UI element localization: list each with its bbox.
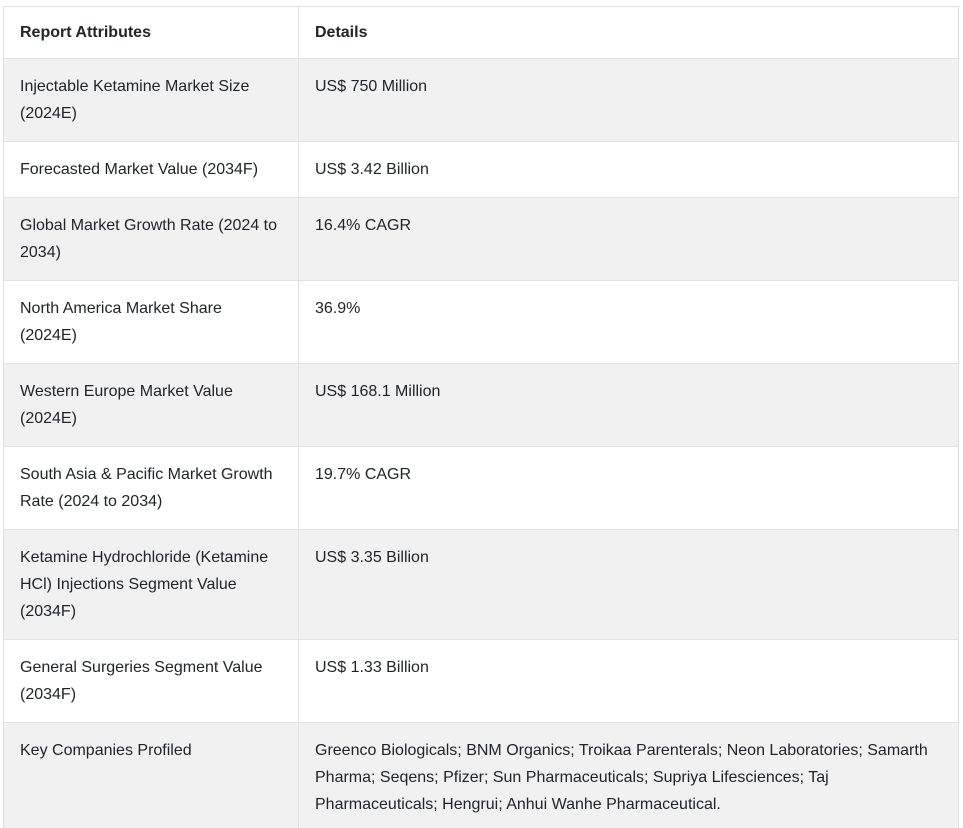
table-body: Injectable Ketamine Market Size (2024E) U… <box>3 58 959 828</box>
table-row: Forecasted Market Value (2034F) US$ 3.42 … <box>3 141 959 198</box>
report-attributes-table: Report Attributes Details Injectable Ket… <box>3 6 959 828</box>
table-row: Injectable Ketamine Market Size (2024E) U… <box>3 58 959 142</box>
detail-cell: US$ 750 Million <box>298 58 959 142</box>
table-row: Ketamine Hydrochloride (Ketamine HCl) In… <box>3 529 959 640</box>
attribute-cell: Global Market Growth Rate (2024 to 2034) <box>3 197 299 281</box>
attribute-cell: Ketamine Hydrochloride (Ketamine HCl) In… <box>3 529 299 640</box>
attribute-cell: South Asia & Pacific Market Growth Rate … <box>3 446 299 530</box>
attribute-cell: Forecasted Market Value (2034F) <box>3 141 299 198</box>
detail-cell: Greenco Biologicals; BNM Organics; Troik… <box>298 722 959 828</box>
attribute-cell: Key Companies Profiled <box>3 722 299 828</box>
table-row: General Surgeries Segment Value (2034F) U… <box>3 639 959 723</box>
header-row: Report Attributes Details <box>3 6 959 59</box>
detail-cell: US$ 168.1 Million <box>298 363 959 447</box>
attribute-cell: North America Market Share (2024E) <box>3 280 299 364</box>
table-row: South Asia & Pacific Market Growth Rate … <box>3 446 959 530</box>
attribute-cell: Western Europe Market Value (2024E) <box>3 363 299 447</box>
detail-cell: 16.4% CAGR <box>298 197 959 281</box>
table-row: Global Market Growth Rate (2024 to 2034)… <box>3 197 959 281</box>
header-report-attributes: Report Attributes <box>3 6 299 59</box>
detail-cell: 36.9% <box>298 280 959 364</box>
attribute-cell: General Surgeries Segment Value (2034F) <box>3 639 299 723</box>
table-header: Report Attributes Details <box>3 6 959 59</box>
detail-cell: US$ 1.33 Billion <box>298 639 959 723</box>
table-row: North America Market Share (2024E) 36.9% <box>3 280 959 364</box>
detail-cell: 19.7% CAGR <box>298 446 959 530</box>
table-row: Western Europe Market Value (2024E) US$ 1… <box>3 363 959 447</box>
detail-cell: US$ 3.42 Billion <box>298 141 959 198</box>
detail-cell: US$ 3.35 Billion <box>298 529 959 640</box>
attribute-cell: Injectable Ketamine Market Size (2024E) <box>3 58 299 142</box>
header-details: Details <box>298 6 959 59</box>
table-row: Key Companies Profiled Greenco Biological… <box>3 722 959 828</box>
